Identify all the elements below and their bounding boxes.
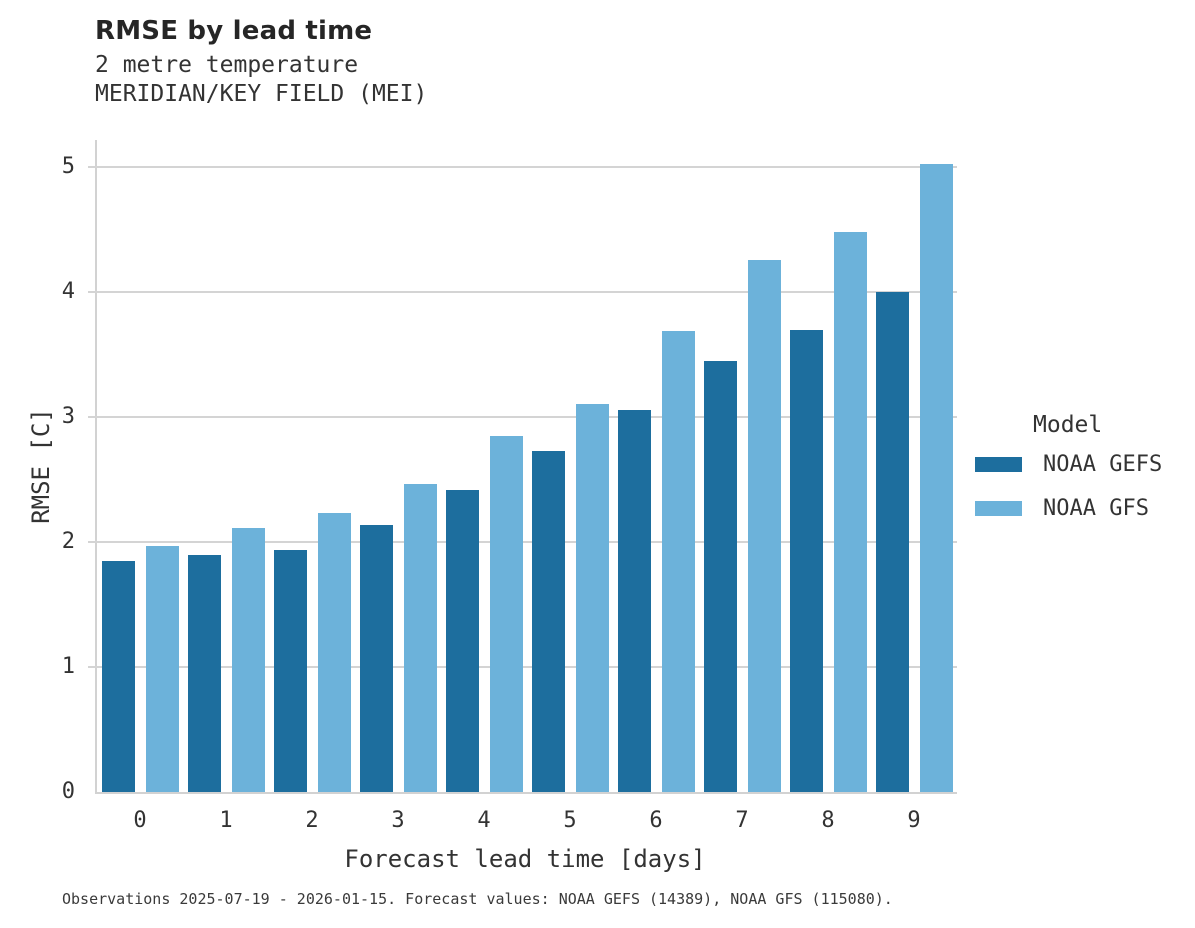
gridline-y5 [88,166,957,169]
x-tick-label-6: 6 [649,808,663,833]
footer-caption: Observations 2025-07-19 - 2026-01-15. Fo… [62,890,893,908]
bar-noaa-gfs-lead-9 [919,163,953,792]
bar-noaa-gfs-lead-5 [575,403,609,792]
chart-subtitle-variable: 2 metre temperature [95,52,359,78]
legend-swatch-noaa-gefs [975,457,1022,472]
gridline-y1 [88,666,957,669]
chart-title: RMSE by lead time [95,16,373,46]
x-tick-label-9: 9 [907,808,921,833]
bar-noaa-gfs-lead-7 [747,259,781,792]
legend-item-noaa-gefs: NOAA GEFS [975,452,1185,477]
x-tick-label-7: 7 [735,808,749,833]
x-tick-label-5: 5 [563,808,577,833]
bar-noaa-gefs-lead-6 [617,409,651,792]
y-tick-label-5: 5 [61,154,75,180]
legend-item-noaa-gfs: NOAA GFS [975,496,1185,521]
x-tick-label-2: 2 [305,808,319,833]
x-tick-label-1: 1 [219,808,233,833]
bar-noaa-gefs-lead-8 [789,329,823,792]
bar-noaa-gefs-lead-5 [531,451,565,792]
bar-noaa-gefs-lead-1 [187,554,221,792]
bar-noaa-gefs-lead-7 [703,361,737,792]
gridline-y4 [88,291,957,294]
y-tick-label-0: 0 [61,779,75,804]
y-tick-label-1: 1 [61,654,75,680]
x-tick-label-0: 0 [133,808,147,833]
bar-noaa-gfs-lead-0 [145,545,179,792]
gridline-y3 [88,416,957,419]
plot-panel: 0 1 2 3 4 5 0 1 2 3 4 5 6 7 8 9 [62,140,957,833]
chart-subtitle-region: MERIDIAN/KEY FIELD (MEI) [95,81,428,107]
gridline-y2 [88,541,957,544]
bar-noaa-gefs-lead-2 [273,549,307,792]
legend-title: Model [1033,412,1103,438]
bar-noaa-gfs-lead-2 [317,513,351,792]
bar-noaa-gfs-lead-3 [403,483,437,792]
bar-noaa-gfs-lead-8 [833,232,867,792]
bar-noaa-gefs-lead-4 [445,489,479,792]
bar-noaa-gefs-lead-3 [359,524,393,792]
x-tick-label-8: 8 [821,808,835,833]
bar-noaa-gefs-lead-0 [101,560,135,792]
y-tick-label-2: 2 [61,529,75,555]
x-tick-label-3: 3 [391,808,405,833]
y-tick-label-4: 4 [61,279,75,305]
x-axis-title: Forecast lead time [days] [344,845,706,873]
y-tick-label-3: 3 [61,404,75,430]
bar-noaa-gfs-lead-1 [231,528,265,792]
x-tick-label-4: 4 [477,808,491,833]
legend-label-noaa-gfs: NOAA GFS [1043,496,1149,521]
bar-noaa-gefs-lead-9 [875,292,909,792]
bar-noaa-gfs-lead-6 [661,331,695,792]
bar-noaa-gfs-lead-4 [489,436,523,792]
legend-label-noaa-gefs: NOAA GEFS [1043,452,1163,477]
legend: Model NOAA GEFS NOAA GFS [975,412,1185,540]
legend-swatch-noaa-gfs [975,501,1022,516]
